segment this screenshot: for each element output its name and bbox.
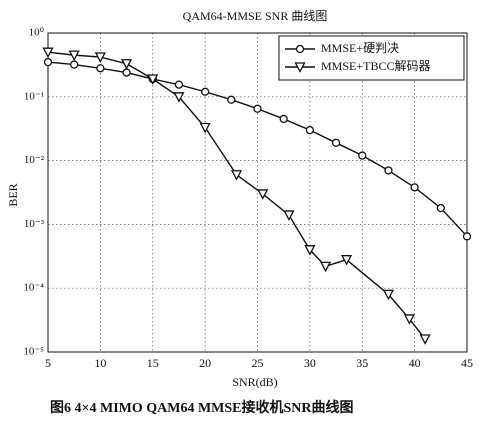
- marker: [331, 138, 341, 147]
- marker: [253, 104, 262, 113]
- marker: [304, 245, 316, 256]
- marker: [295, 44, 305, 54]
- marker: [174, 80, 184, 89]
- marker: [294, 62, 306, 73]
- marker: [320, 261, 332, 273]
- marker: [43, 57, 53, 67]
- marker: [120, 59, 133, 70]
- y-tick-label: 10⁻¹: [24, 90, 44, 102]
- marker: [122, 68, 131, 77]
- x-axis-label: SNR(dB): [232, 375, 277, 389]
- legend-label: MMSE+TBCC解码器: [321, 59, 430, 73]
- y-tick-label: 10⁰: [29, 27, 45, 39]
- y-tick-label: 10⁻⁵: [23, 346, 44, 358]
- x-tick-label: 45: [461, 356, 473, 370]
- x-tick-label: 20: [199, 356, 211, 370]
- marker: [382, 289, 395, 301]
- marker: [279, 114, 288, 124]
- y-tick-label: 10⁻²: [24, 154, 45, 166]
- marker: [358, 151, 367, 160]
- marker: [257, 189, 269, 200]
- marker: [173, 92, 185, 103]
- marker: [403, 314, 415, 325]
- x-tick-label: 35: [356, 356, 368, 370]
- x-tick-label: 30: [304, 356, 316, 370]
- marker: [419, 334, 431, 345]
- marker: [199, 122, 211, 134]
- plot-frame: [47, 32, 468, 353]
- marker: [384, 166, 393, 175]
- marker: [436, 203, 445, 213]
- marker: [227, 95, 236, 104]
- marker: [147, 74, 159, 85]
- marker: [68, 50, 80, 62]
- x-tick-label: 25: [252, 356, 264, 370]
- y-axis-label: BER: [6, 183, 20, 206]
- legend-box: [278, 35, 465, 81]
- marker: [70, 60, 79, 69]
- x-tick-label: 10: [94, 356, 106, 370]
- x-tick-label: 15: [147, 356, 159, 370]
- marker: [305, 126, 315, 135]
- marker: [96, 64, 105, 73]
- y-tick-label: 10⁻⁴: [23, 282, 44, 294]
- marker: [94, 52, 106, 63]
- chart-title: QAM64-MMSE SNR 曲线图: [183, 9, 328, 23]
- legend-label: MMSE+硬判决: [321, 41, 399, 55]
- x-tick-label: 40: [409, 356, 421, 370]
- marker: [283, 210, 295, 221]
- marker: [200, 87, 210, 96]
- marker: [230, 170, 243, 181]
- marker: [462, 232, 472, 241]
- caption: 图6 4×4 MIMO QAM64 MMSE接收机SNR曲线图: [50, 399, 354, 416]
- marker: [340, 255, 353, 266]
- x-tick-label: 5: [45, 356, 51, 370]
- marker: [42, 47, 54, 59]
- y-tick-label: 10⁻³: [24, 218, 45, 230]
- series-line: [47, 51, 426, 340]
- marker: [410, 183, 419, 192]
